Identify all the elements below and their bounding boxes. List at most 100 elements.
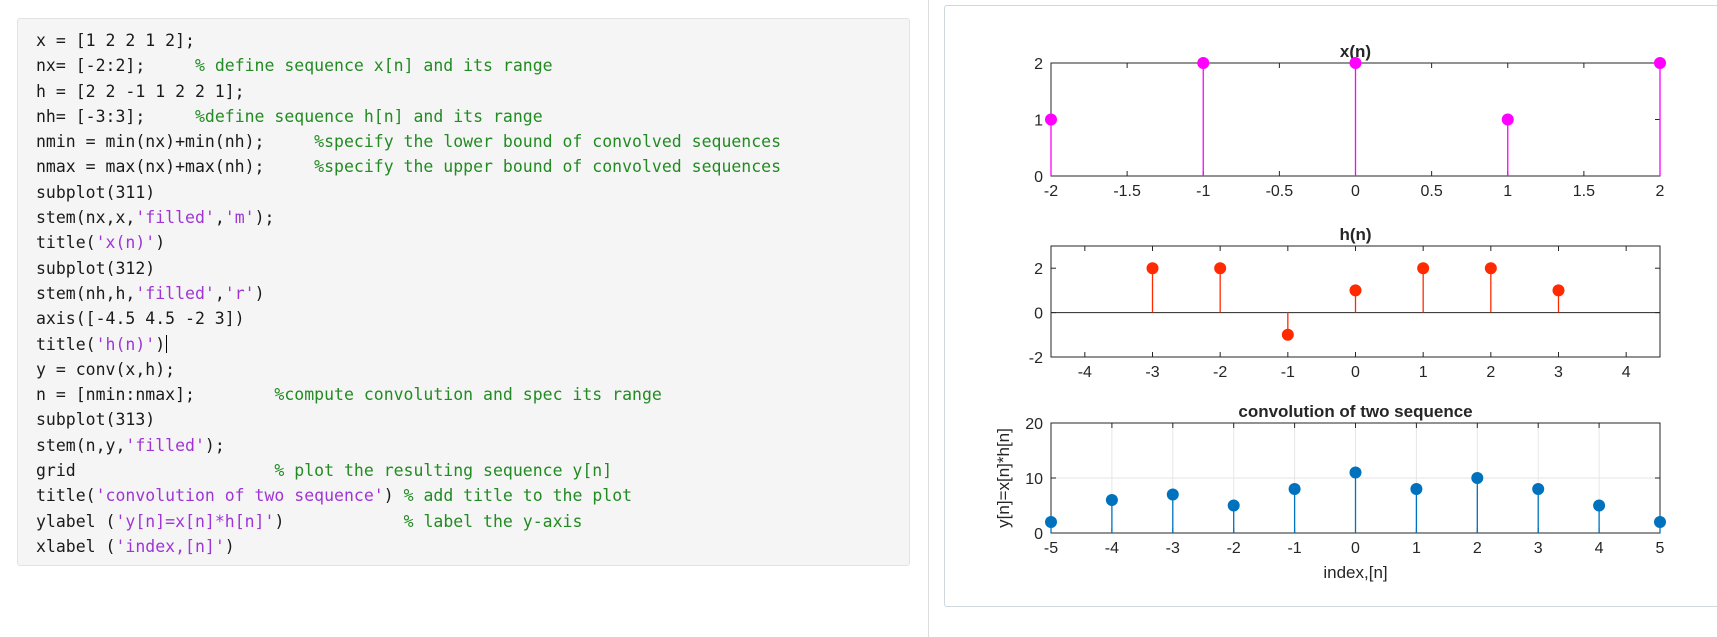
x-tick-label: -2: [1213, 364, 1227, 381]
x-tick-label: 2: [1486, 364, 1495, 381]
code-text: ): [274, 511, 404, 531]
code-text: grid: [36, 461, 275, 481]
code-string: 'y[n]=x[n]*h[n]': [115, 511, 275, 531]
y-tick-label: 2: [1034, 56, 1043, 73]
chart-title: h(n): [1339, 225, 1371, 244]
x-tick-label: 3: [1534, 540, 1543, 557]
x-tick-label: 1: [1412, 540, 1421, 557]
code-string: 'h(n)': [95, 334, 156, 354]
code-listing[interactable]: x = [1 2 2 1 2]; nx= [-2:2]; % define seq…: [36, 28, 781, 559]
code-editor-panel[interactable]: x = [1 2 2 1 2]; nx= [-2:2]; % define seq…: [17, 18, 910, 566]
code-line: subplot(312): [36, 256, 781, 281]
code-text: stem(nx,x,: [36, 208, 136, 228]
x-tick-label: -4: [1078, 364, 1092, 381]
stem-marker: [1654, 57, 1666, 69]
code-string: 'x(n)': [95, 233, 156, 253]
x-axis-label: index,[n]: [1323, 563, 1387, 582]
code-text: ylabel (: [36, 511, 116, 531]
x-tick-label: 2: [1656, 183, 1665, 200]
code-text: ): [155, 334, 166, 354]
x-tick-label: -4: [1105, 540, 1119, 557]
code-comment: %compute convolution and spec its range: [274, 385, 662, 405]
code-string: 'filled': [125, 435, 205, 455]
stem-marker: [1045, 113, 1057, 126]
code-text: ): [383, 486, 404, 506]
chart-title: convolution of two sequence: [1238, 402, 1472, 421]
y-tick-label: 20: [1025, 416, 1043, 433]
x-tick-label: 0: [1351, 183, 1360, 200]
code-comment: %specify the upper bound of convolved se…: [314, 157, 782, 177]
stem-marker: [1214, 262, 1227, 275]
code-text: title(: [36, 334, 96, 354]
y-tick-label: 2: [1034, 261, 1043, 278]
code-line: axis([-4.5 4.5 -2 3]): [36, 306, 781, 331]
code-text: y = conv(x,h);: [36, 359, 176, 379]
code-text: title(: [36, 486, 96, 506]
code-text: h = [2 2 -1 1 2 2 1];: [36, 81, 245, 101]
code-line: title('h(n)'): [36, 332, 781, 357]
x-tick-label: -3: [1145, 364, 1159, 381]
code-string: 'm': [224, 208, 255, 228]
stem-marker: [1146, 262, 1159, 275]
code-line: stem(nh,h,'filled','r'): [36, 281, 781, 306]
code-line: stem(nx,x,'filled','m');: [36, 205, 781, 230]
code-text: ): [155, 233, 166, 253]
code-text: nx= [-2:2];: [36, 56, 195, 76]
code-line: xlabel ('index,[n]'): [36, 534, 781, 559]
x-tick-label: -1: [1287, 540, 1301, 557]
code-line: grid % plot the resulting sequence y[n]: [36, 458, 781, 483]
code-line: nh= [-3:3]; %define sequence h[n] and it…: [36, 104, 781, 129]
stem-marker: [1484, 262, 1497, 275]
x-tick-label: -2: [1044, 183, 1058, 200]
x-tick-label: -2: [1227, 540, 1241, 557]
code-line: subplot(313): [36, 407, 781, 432]
x-tick-label: 4: [1595, 540, 1604, 557]
code-text: );: [254, 208, 275, 228]
stem-marker: [1471, 472, 1484, 484]
y-tick-label: 10: [1025, 471, 1043, 488]
stem-marker: [1532, 483, 1545, 495]
stem-marker: [1349, 466, 1362, 479]
code-line: h = [2 2 -1 1 2 2 1];: [36, 79, 781, 104]
code-text: nmin = min(nx)+min(nh);: [36, 132, 315, 152]
code-line: nmin = min(nx)+min(nh); %specify the low…: [36, 129, 781, 154]
code-line: x = [1 2 2 1 2];: [36, 28, 781, 53]
y-tick-label: -2: [1029, 350, 1043, 367]
code-comment: % add title to the plot: [403, 486, 633, 506]
stem-marker: [1227, 499, 1240, 512]
stem-marker: [1045, 516, 1057, 528]
x-tick-label: -5: [1044, 540, 1058, 557]
code-line: stem(n,y,'filled');: [36, 433, 781, 458]
code-comment: % label the y-axis: [403, 511, 583, 531]
x-tick-label: 1: [1419, 364, 1428, 381]
figure-output-panel: [944, 5, 1717, 607]
y-tick-label: 0: [1034, 169, 1043, 186]
y-axis-label: y[n]=x[n]*h[n]: [994, 428, 1013, 528]
x-tick-label: 5: [1656, 540, 1665, 557]
x-tick-label: -1: [1281, 364, 1295, 381]
code-string: 'convolution of two sequence': [95, 486, 384, 506]
code-text: title(: [36, 233, 96, 253]
x-tick-label: 2: [1473, 540, 1482, 557]
code-text: x = [1 2 2 1 2];: [36, 31, 195, 50]
x-tick-label: 4: [1622, 364, 1631, 381]
x-tick-label: 0: [1351, 364, 1360, 381]
stem-marker: [1349, 57, 1362, 69]
code-text: nmax = max(nx)+max(nh);: [36, 157, 315, 177]
code-line: y = conv(x,h);: [36, 357, 781, 382]
code-string: 'filled': [135, 283, 215, 303]
stem-marker: [1105, 494, 1118, 506]
code-line: title('x(n)'): [36, 230, 781, 255]
code-text: ): [224, 536, 235, 556]
code-text: stem(nh,h,: [36, 283, 136, 303]
code-line: ylabel ('y[n]=x[n]*h[n]') % label the y-…: [36, 509, 781, 534]
code-line: n = [nmin:nmax]; %compute convolution an…: [36, 382, 781, 407]
code-text: axis([-4.5 4.5 -2 3]): [36, 309, 245, 329]
x-tick-label: 0.5: [1421, 183, 1443, 200]
text-cursor: [166, 334, 168, 353]
x-tick-label: -0.5: [1266, 183, 1294, 200]
stem-marker: [1654, 516, 1666, 528]
code-text: subplot(312): [36, 258, 156, 278]
stem-marker: [1501, 113, 1514, 126]
